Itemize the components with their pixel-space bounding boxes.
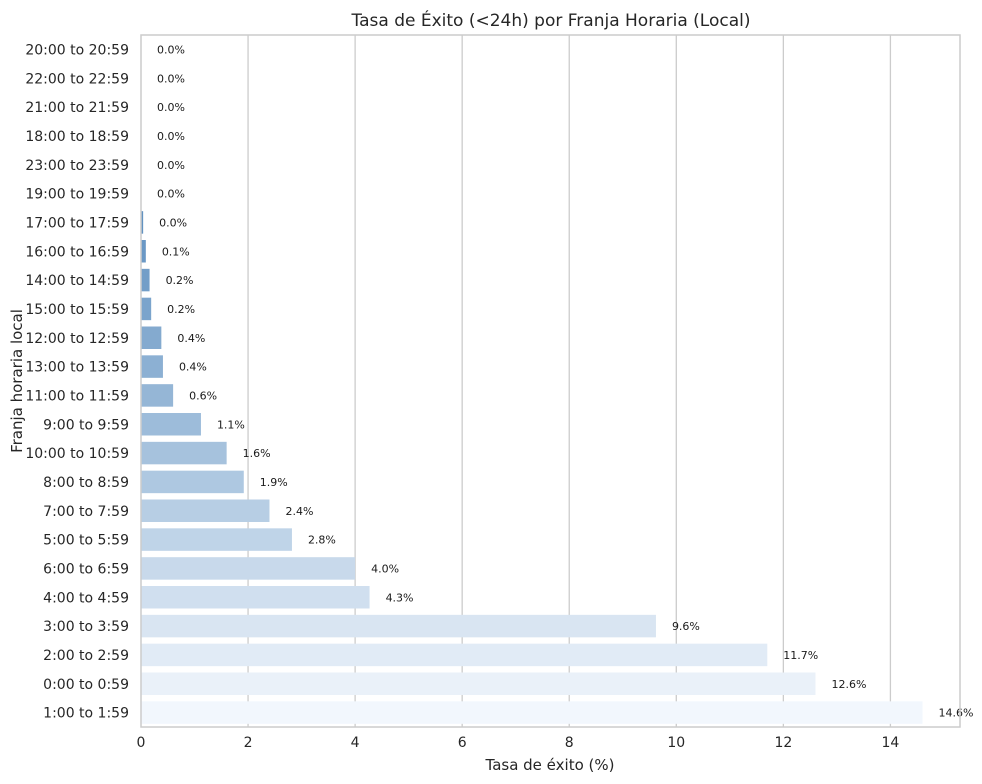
data-label: 4.3%	[386, 591, 414, 604]
x-tick-label: 12	[774, 735, 792, 751]
bar	[141, 413, 201, 436]
bar	[141, 384, 174, 407]
data-label: 0.0%	[157, 130, 185, 143]
data-label: 1.1%	[217, 418, 245, 431]
x-axis-label: Tasa de éxito (%)	[485, 756, 615, 774]
bar	[141, 614, 656, 638]
bar	[141, 355, 163, 378]
x-tick-labels: 0 2 4 6 8 10 12 14	[137, 735, 900, 751]
y-tick-label: 13:00 to 13:59	[25, 360, 129, 376]
bar	[141, 297, 152, 321]
y-tick-label: 9:00 to 9:59	[43, 417, 129, 433]
x-tick-label: 14	[881, 735, 899, 751]
bar	[141, 672, 816, 695]
data-label: 4.0%	[371, 562, 399, 575]
data-label: 0.0%	[159, 216, 187, 229]
y-tick-label: 18:00 to 18:59	[25, 129, 129, 145]
bar	[141, 643, 768, 667]
y-tick-label: 1:00 to 1:59	[43, 706, 129, 722]
data-label: 0.2%	[167, 303, 195, 316]
bar	[141, 557, 356, 580]
data-label: 14.6%	[939, 707, 974, 720]
y-tick-label: 0:00 to 0:59	[43, 677, 129, 693]
y-tick-label: 20:00 to 20:59	[25, 42, 129, 58]
bar	[141, 470, 244, 494]
bars	[141, 211, 923, 724]
y-tick-label: 11:00 to 11:59	[25, 388, 129, 404]
y-tick-label: 22:00 to 22:59	[25, 71, 129, 87]
y-tick-label: 16:00 to 16:59	[25, 244, 129, 260]
y-tick-label: 3:00 to 3:59	[43, 619, 129, 635]
data-label: 1.9%	[260, 476, 288, 489]
data-label: 0.0%	[157, 72, 185, 85]
data-label: 0.4%	[179, 361, 207, 374]
x-tick-label: 2	[244, 735, 253, 751]
y-tick-label: 23:00 to 23:59	[25, 158, 129, 174]
bar	[141, 326, 162, 349]
y-tick-label: 19:00 to 19:59	[25, 187, 129, 203]
bar	[141, 211, 144, 234]
y-tick-label: 12:00 to 12:59	[25, 331, 129, 347]
y-tick-label: 2:00 to 2:59	[43, 648, 129, 664]
bar	[141, 240, 146, 263]
chart-title: Tasa de Éxito (<24h) por Franja Horaria …	[351, 9, 751, 31]
data-label: 0.0%	[157, 188, 185, 201]
y-tick-label: 10:00 to 10:59	[25, 446, 129, 462]
bar	[141, 586, 370, 609]
bar	[141, 701, 923, 724]
x-tick-label: 8	[565, 735, 574, 751]
y-tick-labels: 20:00 to 20:59 22:00 to 22:59 21:00 to 21:…	[25, 42, 129, 721]
data-label: 2.4%	[285, 505, 313, 518]
x-tick-label: 10	[667, 735, 685, 751]
x-tick-label: 4	[351, 735, 360, 751]
data-label: 11.7%	[783, 649, 818, 662]
data-label: 12.6%	[831, 678, 866, 691]
y-tick-label: 5:00 to 5:59	[43, 533, 129, 549]
y-tick-label: 8:00 to 8:59	[43, 475, 129, 491]
data-label: 1.6%	[243, 447, 271, 460]
bar	[141, 268, 150, 292]
data-label: 0.0%	[157, 43, 185, 56]
bar	[141, 441, 227, 465]
bar	[141, 528, 292, 551]
y-tick-label: 14:00 to 14:59	[25, 273, 129, 289]
x-tick-label: 6	[458, 735, 467, 751]
y-tick-label: 21:00 to 21:59	[25, 100, 129, 116]
data-label: 0.1%	[162, 245, 190, 258]
data-label: 2.8%	[308, 534, 336, 547]
y-tick-label: 4:00 to 4:59	[43, 590, 129, 606]
data-label: 0.4%	[177, 332, 205, 345]
grid-lines	[247, 35, 892, 727]
y-tick-label: 17:00 to 17:59	[25, 215, 129, 231]
bar	[141, 499, 270, 522]
data-label: 0.6%	[189, 389, 217, 402]
data-label: 0.0%	[157, 159, 185, 172]
data-label: 0.2%	[166, 274, 194, 287]
y-tick-label: 15:00 to 15:59	[25, 302, 129, 318]
y-tick-label: 6:00 to 6:59	[43, 561, 129, 577]
data-labels: 0.0% 0.0% 0.0% 0.0% 0.0% 0.0% 0.0% 0.1% 0.2% 0.2%…	[157, 43, 973, 719]
plot-frame	[140, 34, 961, 728]
y-tick-label: 7:00 to 7:59	[43, 504, 129, 520]
x-tick-label: 0	[137, 735, 146, 751]
y-axis-label: Franja horaria local	[8, 309, 26, 453]
data-label: 9.6%	[672, 620, 700, 633]
data-label: 0.0%	[157, 101, 185, 114]
